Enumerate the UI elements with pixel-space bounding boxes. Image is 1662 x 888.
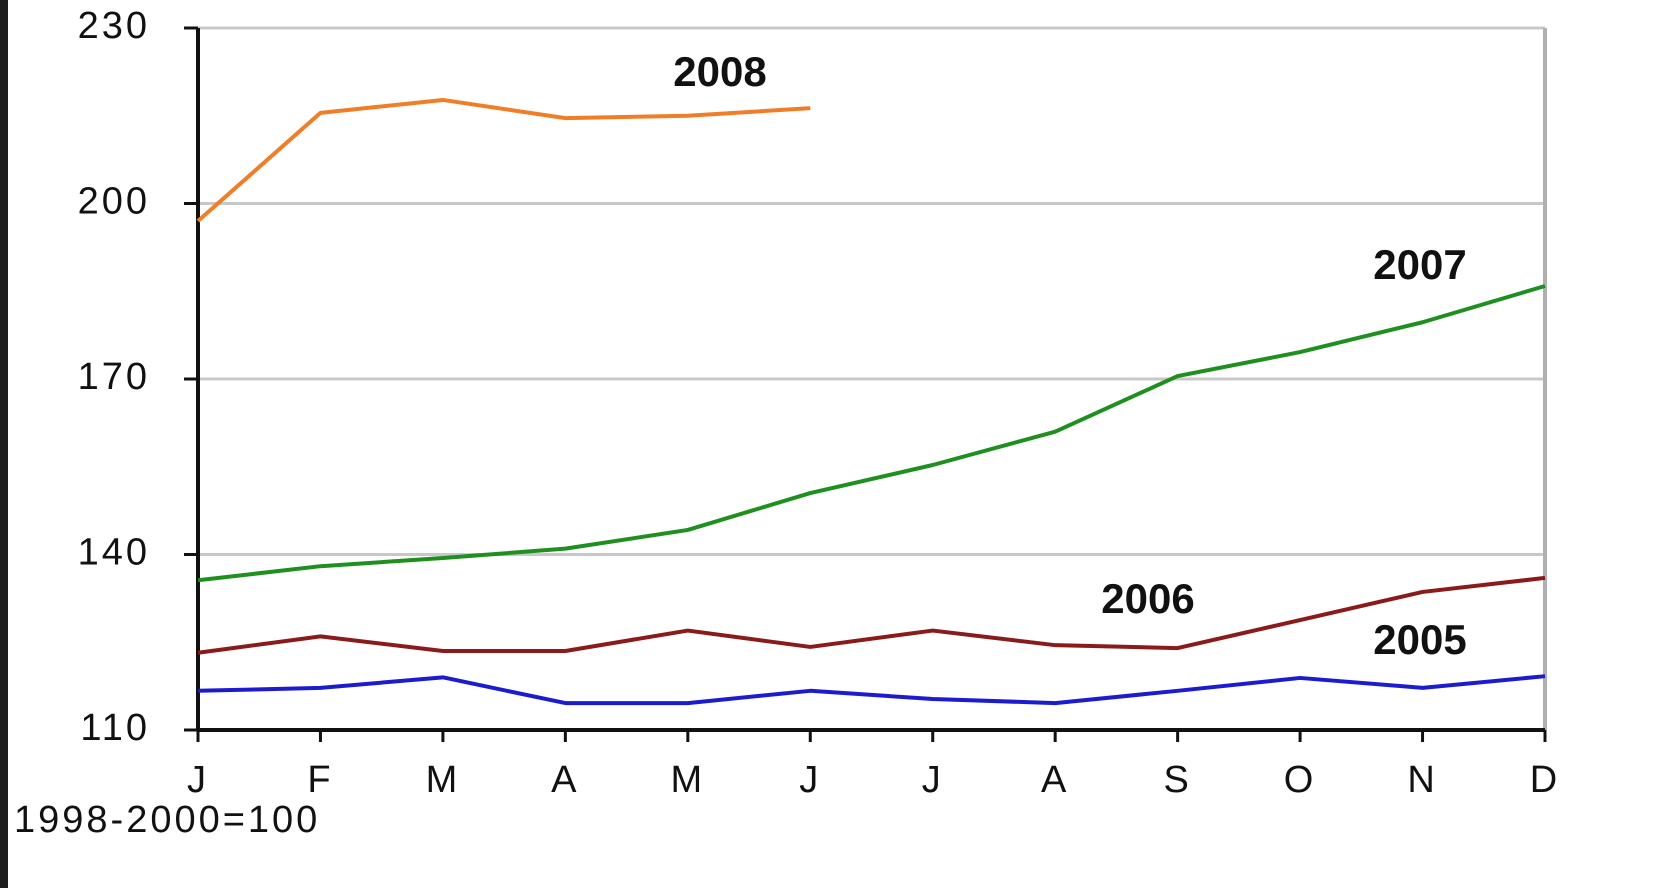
- background: [8, 0, 1662, 888]
- series-label: 2007: [1373, 241, 1466, 288]
- series-label: 2005: [1373, 616, 1466, 663]
- footnote: 1998-2000=100: [14, 799, 320, 841]
- x-tick-label: J: [922, 759, 944, 801]
- x-tick-label: N: [1407, 759, 1437, 801]
- x-tick-label: A: [551, 759, 579, 801]
- series-line: [197, 575, 1546, 655]
- x-tick-label: A: [1041, 759, 1069, 801]
- y-tick-label: 230: [78, 5, 150, 47]
- series-line: [197, 674, 1546, 706]
- y-tick-label: 140: [78, 532, 150, 574]
- x-tick-label: S: [1163, 759, 1191, 801]
- series-label: 2006: [1101, 575, 1194, 622]
- series-line: [196, 97, 811, 223]
- x-tick-label: D: [1530, 759, 1560, 801]
- x-tick-label: J: [187, 759, 209, 801]
- series-label: 2008: [673, 48, 766, 95]
- series-line: [197, 284, 1546, 583]
- x-tick-label: M: [426, 759, 461, 801]
- x-tick-label: O: [1284, 759, 1317, 801]
- y-tick-label: 110: [80, 707, 150, 749]
- y-tick-label: 200: [78, 181, 150, 223]
- x-tick-label: J: [799, 759, 821, 801]
- y-tick-label: 170: [78, 356, 150, 398]
- x-tick-label: F: [307, 759, 333, 801]
- x-tick-label: M: [670, 759, 705, 801]
